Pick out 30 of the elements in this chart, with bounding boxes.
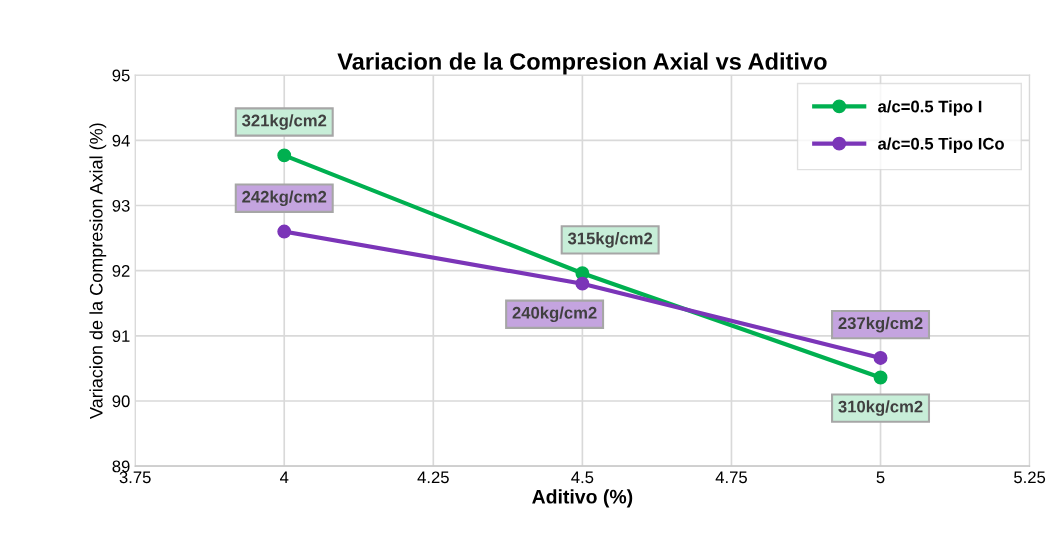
y-tick-label: 89 — [112, 460, 130, 473]
legend-label: a/c=0.5 Tipo ICo — [878, 137, 1004, 153]
annotation: 237kg/cm2 — [838, 316, 923, 333]
y-tick-label: 91 — [112, 330, 130, 343]
x-tick-label: 4.5 — [571, 471, 594, 484]
y-tick-label: 94 — [112, 134, 130, 147]
x-tick-label: 4 — [279, 471, 289, 484]
y-tick-label: 90 — [112, 395, 130, 408]
annotation: 321kg/cm2 — [242, 114, 327, 130]
point — [277, 148, 292, 163]
x-axis-title: Aditivo (%) — [532, 489, 633, 508]
x-tick-label: 5.25 — [1014, 471, 1046, 484]
point — [873, 351, 888, 365]
x-tick-label: 5 — [876, 471, 885, 484]
point — [873, 370, 888, 385]
annotation: 242kg/cm2 — [242, 190, 327, 207]
x-tick-label: 3.75 — [119, 471, 151, 484]
x-tick-label: 4.75 — [715, 471, 747, 484]
point — [575, 276, 590, 291]
annotation: 315kg/cm2 — [567, 232, 653, 248]
y-axis-title: Variacion de la Compresion Axial (%) — [89, 123, 107, 419]
chart-title: Variacion de la Compresion Axial vs Aditivo — [337, 52, 827, 75]
x-tick-label: 4.25 — [417, 471, 449, 484]
y-tick-label: 92 — [112, 265, 130, 277]
annotation: 240kg/cm2 — [512, 306, 597, 323]
y-tick-label: 95 — [112, 69, 130, 82]
legend-label: a/c=0.5 Tipo I — [878, 100, 982, 116]
point — [277, 224, 292, 239]
y-tick-label: 93 — [112, 199, 130, 212]
annotation: 310kg/cm2 — [838, 400, 923, 416]
